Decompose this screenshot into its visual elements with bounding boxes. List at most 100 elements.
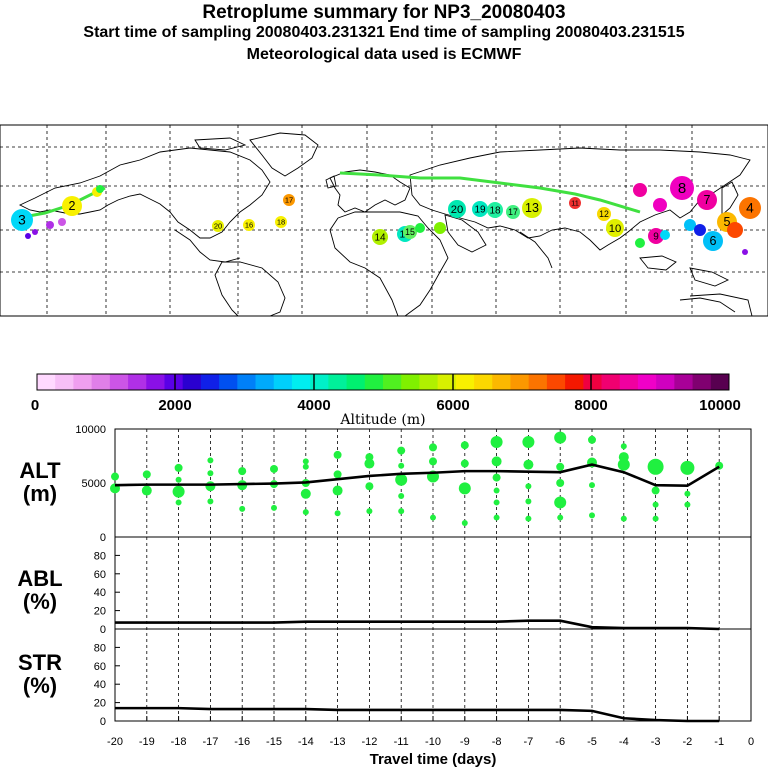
altitude-point xyxy=(207,498,214,505)
altitude-point xyxy=(334,510,341,517)
chart-title: Retroplume summary for NP3_20080403 xyxy=(202,2,566,23)
plume-marker xyxy=(633,183,647,197)
str-series-line xyxy=(115,706,720,723)
abl-axis-unit: (%) xyxy=(23,589,57,614)
colorbar-major-ticks xyxy=(174,374,592,390)
colorbar-swatch xyxy=(91,374,111,390)
altitude-point xyxy=(398,508,405,515)
plume-marker xyxy=(448,200,466,218)
plume-marker xyxy=(597,207,611,221)
plume-marker xyxy=(742,249,748,255)
plume-day-label: 10 xyxy=(609,223,622,235)
colorbar-swatch xyxy=(328,374,348,390)
colorbar-swatch xyxy=(310,374,329,390)
altitude-point xyxy=(589,482,595,489)
alt-series-line xyxy=(114,463,720,488)
altitude-point xyxy=(460,441,469,450)
altitude-point xyxy=(491,456,502,467)
altitude-point xyxy=(588,435,596,444)
met-data-subtitle: Meteorological data used is ECMWF xyxy=(246,46,522,63)
altitude-point xyxy=(333,450,342,459)
map-gridlines xyxy=(0,125,768,316)
plume-day-label: 17 xyxy=(508,207,518,217)
altitude-point xyxy=(175,499,182,506)
alt-ytick-10000: 10000 xyxy=(75,424,106,436)
str-yticks: 80 60 40 20 0 xyxy=(94,642,120,728)
plume-day-label: 2 xyxy=(69,199,76,213)
colorbar-label: Altitude (m) xyxy=(339,412,425,428)
x-ticks: -20 -19 -18 -17 -16 -15 -14 -13 -12 -11 -10 -9 -8 -7-… xyxy=(107,716,754,748)
altitude-point xyxy=(522,435,535,448)
altitude-point xyxy=(525,498,532,505)
plume-day-label: 8 xyxy=(678,180,686,197)
altitude-point xyxy=(398,462,405,469)
str-ytick-label: 60 xyxy=(94,661,106,673)
plume-marker xyxy=(522,198,542,218)
x-tick-label: -19 xyxy=(139,736,155,748)
altitude-point xyxy=(302,509,309,516)
plume-marker xyxy=(739,197,761,219)
altitude-point xyxy=(556,479,565,487)
altitude-point xyxy=(271,504,277,511)
plume-day-label: 20 xyxy=(214,222,222,231)
x-tick-label: -9 xyxy=(460,736,470,748)
x-tick-label: -7 xyxy=(524,736,534,748)
plume-markers: 20191817161514131211109876543217182016 xyxy=(11,171,761,255)
colorbar-swatch xyxy=(546,374,566,390)
plume-marker xyxy=(212,220,224,232)
altitude-point xyxy=(207,457,214,464)
colorbar-tick-0: 0 xyxy=(31,397,39,414)
plume-day-label: 13 xyxy=(525,201,539,215)
plume-day-label: 18 xyxy=(489,205,501,216)
x-tick-label: -18 xyxy=(171,736,187,748)
colorbar-swatch xyxy=(583,374,603,390)
str-ytick-label: 40 xyxy=(94,679,106,691)
colorbar-swatch xyxy=(37,374,56,390)
colorbar-frame xyxy=(36,373,730,391)
plume-marker xyxy=(434,222,446,234)
colorbar-swatch xyxy=(55,374,74,390)
colorbar-swatch xyxy=(419,374,439,390)
altitude-point xyxy=(302,458,309,465)
alt-axis-label: ALT xyxy=(19,458,61,483)
altitude-point xyxy=(652,501,659,508)
altitude-point xyxy=(557,514,564,521)
plume-day-label: 15 xyxy=(405,227,415,237)
colorbar-swatch xyxy=(291,374,311,390)
plume-day-label: 5 xyxy=(724,215,731,229)
colorbar-swatch xyxy=(346,374,366,390)
colorbar-tick-2000: 2000 xyxy=(158,397,191,414)
altitude-point xyxy=(333,470,342,479)
x-tick-label: -15 xyxy=(266,736,282,748)
plume-day-label: 18 xyxy=(277,218,285,227)
colorbar-swatch xyxy=(109,374,129,390)
str-ytick-label: 80 xyxy=(94,642,106,654)
plume-marker xyxy=(606,219,624,237)
plume-marker xyxy=(703,231,723,251)
altitude-point xyxy=(430,514,436,521)
plume-marker xyxy=(25,233,31,239)
map-frame xyxy=(0,124,768,317)
colorbar-swatch xyxy=(692,374,712,390)
x-tick-label: -10 xyxy=(425,736,441,748)
altitude-point xyxy=(652,515,659,522)
alt-ytick-0: 0 xyxy=(100,532,106,544)
colorbar-swatch xyxy=(710,374,730,390)
x-tick-label: -12 xyxy=(361,736,377,748)
abl-ytick-label: 60 xyxy=(94,569,106,581)
abl-ytick-label: 0 xyxy=(100,624,106,636)
altitude-point xyxy=(523,459,534,470)
x-tick-label: -20 xyxy=(107,736,123,748)
x-tick-label: -2 xyxy=(683,736,693,748)
x-tick-label: 0 xyxy=(748,736,754,748)
altitude-point xyxy=(525,483,532,490)
altitude-point xyxy=(647,458,664,475)
altitude-point xyxy=(554,431,567,444)
plume-day-label: 19 xyxy=(474,204,486,215)
x-tick-label: -17 xyxy=(202,736,218,748)
colorbar-swatch xyxy=(437,374,457,390)
plume-marker xyxy=(660,230,670,240)
plume-day-label: 9 xyxy=(653,231,659,242)
altitude-point xyxy=(300,488,311,499)
altitude-point xyxy=(111,472,119,481)
